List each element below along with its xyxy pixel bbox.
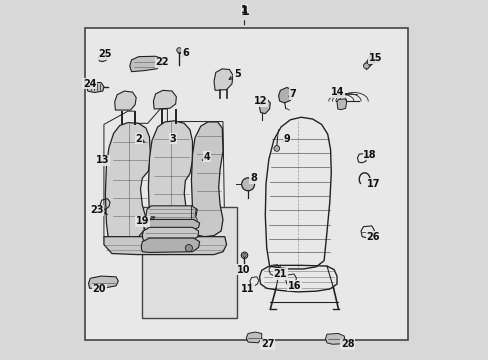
Text: 20: 20	[92, 284, 106, 294]
Text: 12: 12	[253, 96, 267, 106]
Polygon shape	[129, 56, 163, 72]
Text: 16: 16	[287, 281, 301, 291]
Circle shape	[273, 145, 279, 151]
Polygon shape	[336, 99, 346, 110]
Polygon shape	[191, 206, 197, 223]
Polygon shape	[143, 220, 199, 231]
Polygon shape	[98, 53, 108, 62]
Text: 5: 5	[233, 69, 240, 79]
Text: 9: 9	[283, 134, 289, 144]
Polygon shape	[86, 82, 104, 93]
Text: 27: 27	[261, 339, 274, 349]
Polygon shape	[191, 122, 223, 237]
Text: 19: 19	[135, 216, 149, 226]
Polygon shape	[214, 69, 233, 90]
Text: 21: 21	[273, 269, 286, 279]
Circle shape	[242, 253, 246, 257]
Text: 14: 14	[330, 87, 344, 97]
Polygon shape	[246, 332, 261, 343]
Polygon shape	[144, 221, 147, 227]
Polygon shape	[325, 333, 344, 344]
Polygon shape	[88, 276, 118, 288]
Text: 8: 8	[249, 173, 256, 183]
Text: 10: 10	[237, 265, 250, 275]
Text: 24: 24	[82, 79, 96, 89]
Polygon shape	[278, 87, 292, 103]
Text: 26: 26	[366, 232, 379, 242]
Polygon shape	[141, 238, 199, 252]
Polygon shape	[145, 206, 197, 221]
Polygon shape	[105, 123, 150, 239]
Text: 1: 1	[241, 5, 247, 15]
FancyBboxPatch shape	[85, 28, 407, 339]
Polygon shape	[259, 99, 270, 114]
Text: 6: 6	[182, 48, 188, 58]
Text: 1: 1	[240, 5, 248, 18]
Polygon shape	[148, 121, 192, 239]
Polygon shape	[104, 237, 226, 255]
Circle shape	[185, 244, 192, 252]
Text: 11: 11	[241, 284, 254, 294]
Text: 2: 2	[135, 134, 142, 144]
Text: 4: 4	[203, 152, 210, 162]
FancyBboxPatch shape	[142, 207, 237, 318]
Polygon shape	[153, 90, 176, 109]
Text: 17: 17	[366, 179, 380, 189]
Text: 22: 22	[155, 57, 168, 67]
Text: 25: 25	[98, 49, 111, 59]
Text: 23: 23	[90, 206, 103, 216]
Text: 3: 3	[169, 134, 176, 144]
Text: 15: 15	[368, 53, 381, 63]
Text: 18: 18	[363, 150, 376, 160]
Text: 28: 28	[340, 339, 354, 349]
Text: 13: 13	[96, 155, 109, 165]
Text: 7: 7	[289, 89, 296, 99]
Circle shape	[176, 48, 182, 53]
Polygon shape	[115, 91, 136, 110]
Circle shape	[241, 178, 254, 191]
Circle shape	[363, 63, 368, 69]
Polygon shape	[142, 227, 198, 241]
